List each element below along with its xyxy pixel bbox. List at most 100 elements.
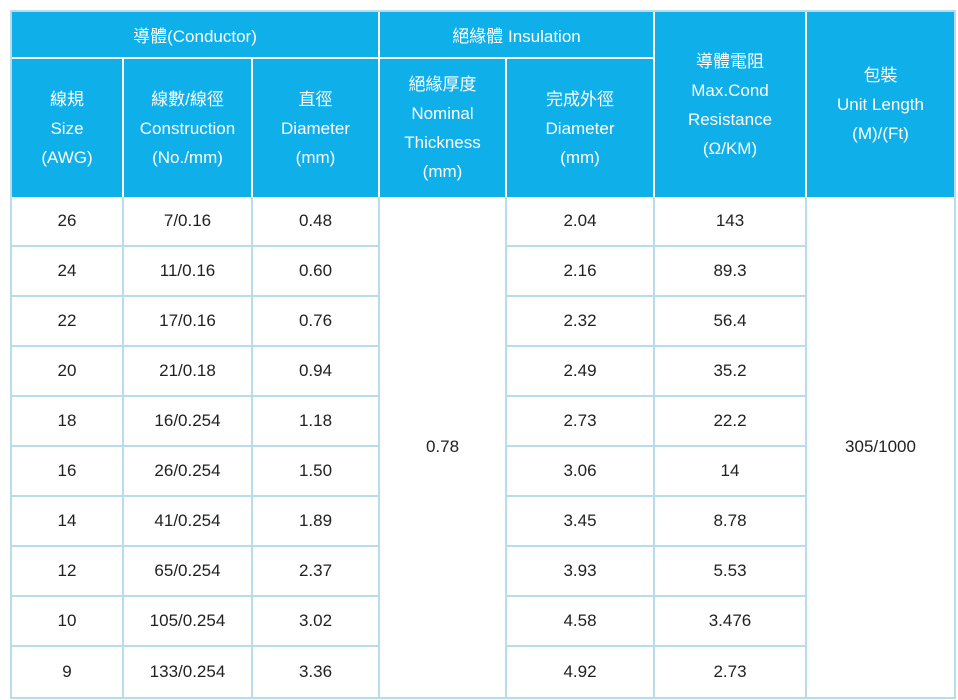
cell-resistance: 3.476 xyxy=(655,597,807,647)
header-line: Unit Length xyxy=(837,95,924,114)
header-line: (mm) xyxy=(560,147,600,167)
header-line: 導體電阻 xyxy=(696,51,764,71)
header-line: Diameter xyxy=(545,118,615,138)
cell-finished-od: 2.49 xyxy=(507,347,655,397)
header-line: (Ω/KM) xyxy=(702,138,758,158)
header-line: Construction xyxy=(139,118,236,138)
cell-conductor-diameter: 0.60 xyxy=(253,247,380,297)
cell-construction: 11/0.16 xyxy=(124,247,253,297)
cell-finished-od: 3.06 xyxy=(507,447,655,497)
cell-conductor-diameter: 0.94 xyxy=(253,347,380,397)
cell-construction: 16/0.254 xyxy=(124,397,253,447)
header-line: Nominal xyxy=(411,104,474,123)
cell-conductor-diameter: 1.18 xyxy=(253,397,380,447)
cell-conductor-diameter: 0.76 xyxy=(253,297,380,347)
cell-size-awg: 18 xyxy=(12,397,124,447)
cell-conductor-diameter: 3.02 xyxy=(253,597,380,647)
cell-finished-od: 4.92 xyxy=(507,647,655,697)
cell-size-awg: 9 xyxy=(12,647,124,697)
table-row: 9 133/0.254 3.36 4.92 2.73 xyxy=(12,647,954,697)
cell-finished-od: 2.73 xyxy=(507,397,655,447)
table-row: 24 11/0.16 0.60 2.16 89.3 xyxy=(12,247,954,297)
cell-size-awg: 22 xyxy=(12,297,124,347)
cell-conductor-diameter: 3.36 xyxy=(253,647,380,697)
header-line: (mm) xyxy=(422,162,463,181)
cell-construction: 65/0.254 xyxy=(124,547,253,597)
cell-finished-od: 2.04 xyxy=(507,197,655,247)
header-line: 線規 xyxy=(50,89,84,109)
cell-size-awg: 10 xyxy=(12,597,124,647)
header-size-awg: 線規 Size (AWG) xyxy=(12,59,124,197)
cell-finished-od: 4.58 xyxy=(507,597,655,647)
cell-resistance: 56.4 xyxy=(655,297,807,347)
table-row: 26 7/0.16 0.48 0.78 2.04 143 305/1000 xyxy=(12,197,954,697)
table-row: 18 16/0.254 1.18 2.73 22.2 xyxy=(12,397,954,447)
header-line: Max.Cond xyxy=(691,80,769,100)
header-line: (mm) xyxy=(295,147,336,167)
header-line: 完成外徑 xyxy=(546,89,614,109)
table-row: 20 21/0.18 0.94 2.49 35.2 xyxy=(12,347,954,397)
header-line: (No./mm) xyxy=(152,147,223,167)
table-row: 16 26/0.254 1.50 3.06 14 xyxy=(12,447,954,497)
cell-size-awg: 26 xyxy=(12,197,124,247)
header-line: 直徑 xyxy=(298,89,333,109)
cell-construction: 41/0.254 xyxy=(124,497,253,547)
cell-conductor-diameter: 0.48 xyxy=(253,197,380,247)
cell-unit-length: 305/1000 xyxy=(807,197,954,697)
table-row: 14 41/0.254 1.89 3.45 8.78 xyxy=(12,497,954,547)
table-row: 22 17/0.16 0.76 2.32 56.4 xyxy=(12,297,954,347)
cell-size-awg: 14 xyxy=(12,497,124,547)
cell-insulation-thickness: 0.78 xyxy=(380,197,507,697)
cell-size-awg: 16 xyxy=(12,447,124,497)
header-conductor-diameter: 直徑 Diameter (mm) xyxy=(253,59,380,197)
header-finished-od: 完成外徑 Diameter (mm) xyxy=(507,59,655,197)
cell-size-awg: 20 xyxy=(12,347,124,397)
wire-spec-table: 導體(Conductor) 絕緣體 Insulation 導體電阻 Max.Co… xyxy=(10,10,956,699)
header-line: Resistance xyxy=(687,109,773,129)
cell-construction: 26/0.254 xyxy=(124,447,253,497)
cell-resistance: 22.2 xyxy=(655,397,807,447)
cell-conductor-diameter: 2.37 xyxy=(253,547,380,597)
header-construction: 線數/線徑 Construction (No./mm) xyxy=(124,59,253,197)
cell-resistance: 2.73 xyxy=(655,647,807,697)
header-line: Thickness xyxy=(404,133,481,152)
table-row: 12 65/0.254 2.37 3.93 5.53 xyxy=(12,547,954,597)
cell-resistance: 5.53 xyxy=(655,547,807,597)
cell-construction: 7/0.16 xyxy=(124,197,253,247)
cell-resistance: 8.78 xyxy=(655,497,807,547)
header-line: Size xyxy=(50,118,84,138)
cell-finished-od: 2.32 xyxy=(507,297,655,347)
header-insulation-thickness: 絕緣厚度 Nominal Thickness (mm) xyxy=(380,59,507,197)
header-unit-length: 包裝 Unit Length (M)/(Ft) xyxy=(807,12,954,197)
header-line: (M)/(Ft) xyxy=(852,124,909,143)
cell-finished-od: 2.16 xyxy=(507,247,655,297)
cell-size-awg: 24 xyxy=(12,247,124,297)
header-line: 包裝 xyxy=(863,66,898,85)
header-sub-row: 線規 Size (AWG) 線數/線徑 Construction (No./mm… xyxy=(12,59,954,197)
header-line: 線數/線徑 xyxy=(151,89,224,109)
header-insulation-group: 絕緣體 Insulation xyxy=(380,12,655,59)
header-line: 絕緣厚度 xyxy=(408,75,477,94)
cell-conductor-diameter: 1.50 xyxy=(253,447,380,497)
cell-resistance: 14 xyxy=(655,447,807,497)
header-line: (AWG) xyxy=(41,147,93,167)
cell-construction: 133/0.254 xyxy=(124,647,253,697)
cell-finished-od: 3.93 xyxy=(507,547,655,597)
cell-resistance: 89.3 xyxy=(655,247,807,297)
header-group-row: 導體(Conductor) 絕緣體 Insulation 導體電阻 Max.Co… xyxy=(12,12,954,197)
cell-construction: 21/0.18 xyxy=(124,347,253,397)
header-max-cond-resistance: 導體電阻 Max.Cond Resistance (Ω/KM) xyxy=(655,12,807,197)
cell-resistance: 35.2 xyxy=(655,347,807,397)
header-line: Diameter xyxy=(281,118,350,138)
table-body: 26 7/0.16 0.48 0.78 2.04 143 305/1000 24 11/0.16… xyxy=(12,197,954,697)
cell-size-awg: 12 xyxy=(12,547,124,597)
cell-conductor-diameter: 1.89 xyxy=(253,497,380,547)
table-row: 10 105/0.254 3.02 4.58 3.476 xyxy=(12,597,954,647)
table-header: 導體(Conductor) 絕緣體 Insulation 導體電阻 Max.Co… xyxy=(12,12,954,197)
cell-construction: 105/0.254 xyxy=(124,597,253,647)
cell-resistance: 143 xyxy=(655,197,807,247)
cell-construction: 17/0.16 xyxy=(124,297,253,347)
header-conductor-group: 導體(Conductor) xyxy=(12,12,380,59)
cell-finished-od: 3.45 xyxy=(507,497,655,547)
